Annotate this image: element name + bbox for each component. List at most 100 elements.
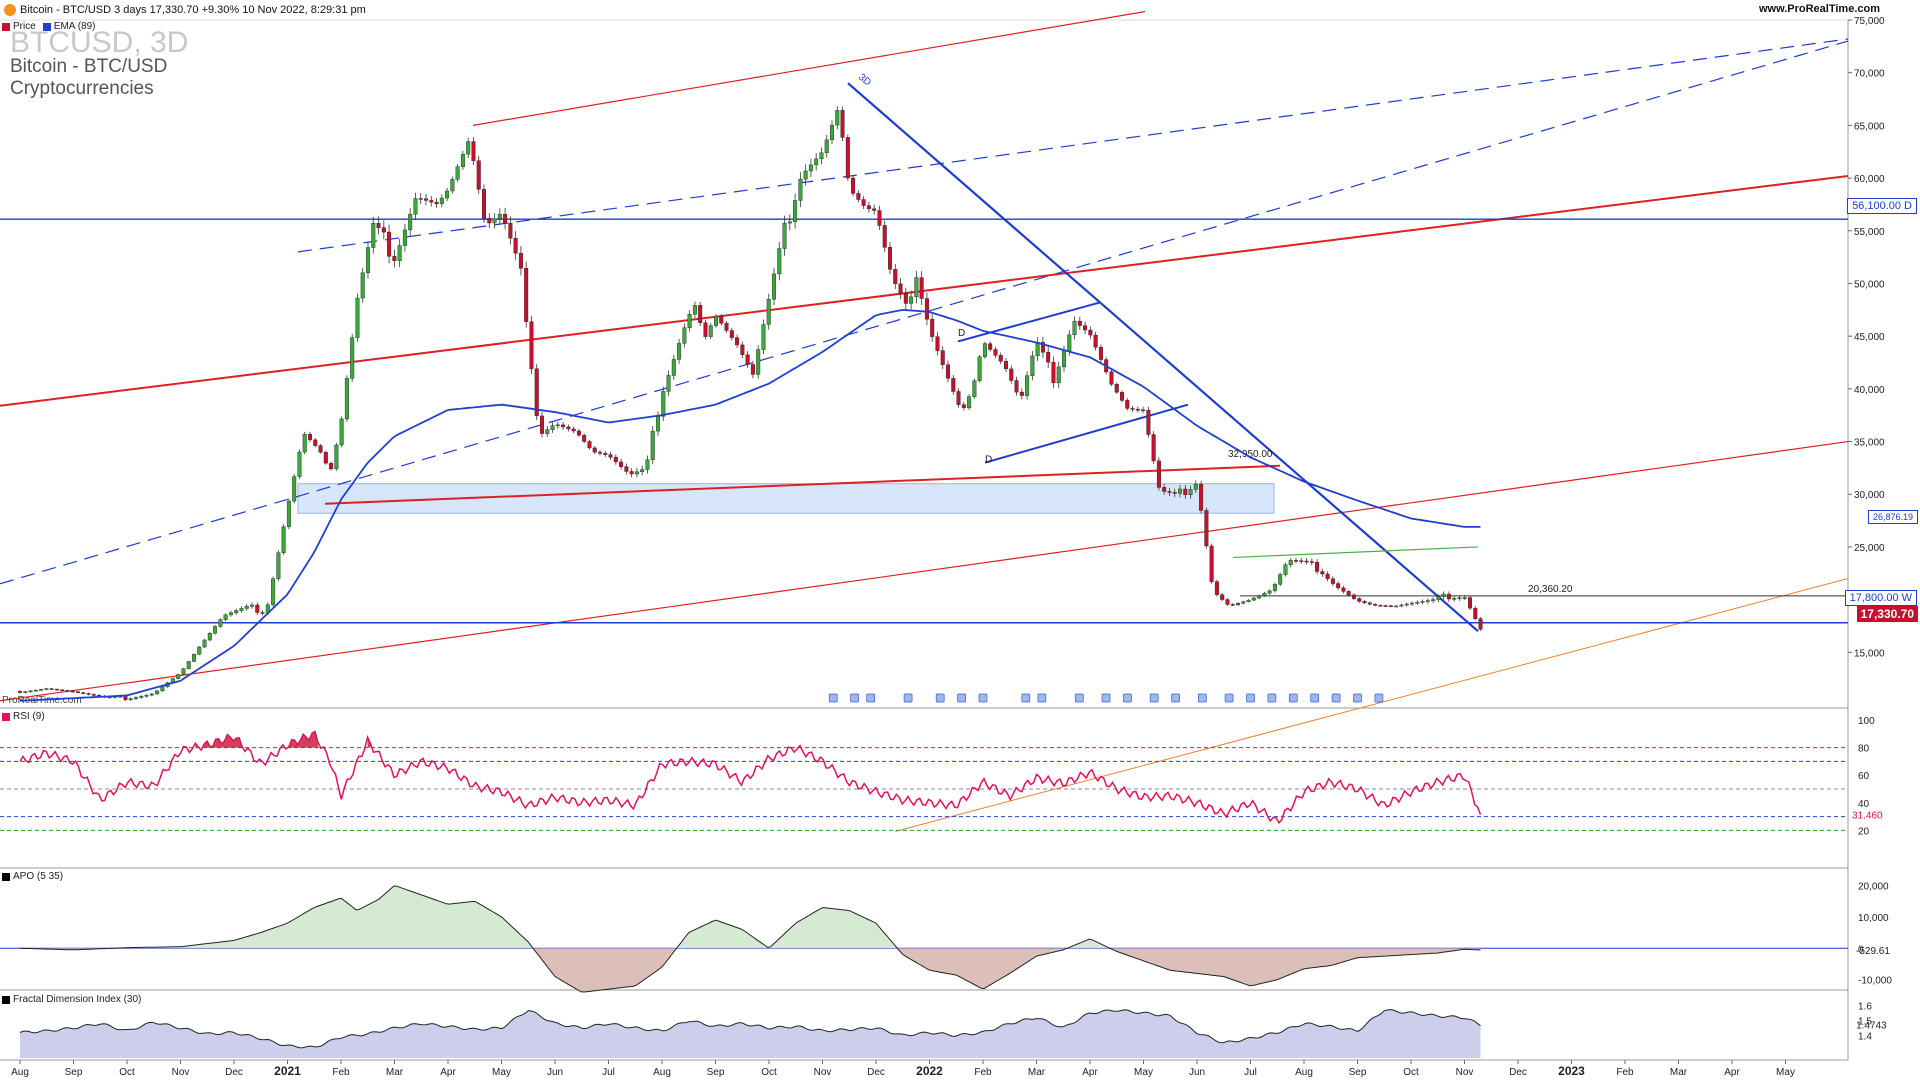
candle-body xyxy=(1040,342,1045,353)
x-tick-label: Jun xyxy=(1189,1067,1205,1078)
candle-body xyxy=(39,689,44,691)
candle-body xyxy=(355,297,360,338)
candle-body xyxy=(550,425,555,430)
fdi-tick-label: 1.5 xyxy=(1858,1017,1872,1028)
candle-body xyxy=(260,612,265,614)
price-swatch-icon xyxy=(2,22,10,31)
candle-body xyxy=(1309,561,1314,563)
rsi-tick-label: 20 xyxy=(1858,826,1870,837)
event-icon xyxy=(1149,693,1159,703)
candle-body xyxy=(750,364,755,375)
event-icon xyxy=(1374,693,1384,703)
candle-body xyxy=(460,153,465,167)
candle-body xyxy=(450,179,455,192)
label-20360: 20,360.20 xyxy=(1528,584,1573,595)
candle-body xyxy=(582,434,587,442)
candle-body xyxy=(1130,408,1135,410)
candle-body xyxy=(54,688,59,691)
candle-body xyxy=(592,447,597,453)
candle-body xyxy=(360,272,365,299)
rsi-title[interactable]: RSI (9) xyxy=(13,711,45,722)
label-d1: D xyxy=(958,328,965,339)
candle-body xyxy=(545,429,550,434)
candle-body xyxy=(1125,400,1130,409)
blue-dashed-channel-lower xyxy=(0,40,1849,585)
candle-body xyxy=(1135,408,1140,411)
green-range-line xyxy=(1232,546,1479,559)
candle-body xyxy=(339,418,344,446)
event-icon xyxy=(1353,693,1362,703)
legend-price-label[interactable]: Price xyxy=(13,21,36,32)
candle-body xyxy=(318,445,323,453)
candle-body xyxy=(629,471,634,475)
legend-ema-label[interactable]: EMA (89) xyxy=(53,21,96,32)
candle-body xyxy=(128,698,133,700)
x-tick-label: Feb xyxy=(1616,1067,1634,1078)
candle-body xyxy=(1209,545,1214,582)
candle-body xyxy=(181,668,186,675)
title-bar: Bitcoin - BTC/USD 3 days 17,330.70 +9.30… xyxy=(0,0,1920,20)
red-channel-lower xyxy=(0,440,1849,702)
candle-body xyxy=(1062,350,1067,368)
candle-body xyxy=(835,110,840,126)
event-icon xyxy=(1101,693,1111,703)
candle-body xyxy=(1304,560,1309,563)
candle-body xyxy=(666,375,671,392)
candle-body xyxy=(661,391,666,417)
candle-body xyxy=(719,316,724,324)
candle-body xyxy=(466,141,471,155)
candle-body xyxy=(766,298,771,325)
candle-body xyxy=(376,222,381,228)
candle-body xyxy=(1288,560,1293,565)
site-url[interactable]: www.ProRealTime.com xyxy=(1758,3,1880,15)
x-tick-label: Nov xyxy=(814,1067,832,1078)
candle-body xyxy=(1167,491,1172,493)
x-tick-label: Nov xyxy=(172,1067,190,1078)
y-tick-label: 45,000 xyxy=(1854,332,1885,343)
candle-body xyxy=(893,269,898,285)
candle-body xyxy=(1462,597,1467,599)
flag-lower-line xyxy=(984,403,1189,464)
candle-body xyxy=(714,316,719,326)
candle-body xyxy=(1051,362,1056,384)
candle-body xyxy=(149,693,154,696)
fdi-tick-label: 1.4 xyxy=(1858,1032,1872,1043)
apo-swatch-icon xyxy=(2,872,10,881)
candle-body xyxy=(1067,334,1072,352)
candle-body xyxy=(872,208,877,211)
x-tick-label: Nov xyxy=(1456,1067,1474,1078)
candle-body xyxy=(308,433,313,441)
candle-body xyxy=(1146,409,1151,435)
candle-body xyxy=(1262,593,1267,596)
candle-body xyxy=(487,217,492,224)
candle-body xyxy=(70,690,75,693)
candle-body xyxy=(534,368,539,417)
candle-body xyxy=(271,578,276,605)
candle-body xyxy=(1267,590,1272,594)
candle-body xyxy=(1088,329,1093,336)
apo-title[interactable]: APO (5 35) xyxy=(13,871,64,882)
candle-body xyxy=(434,201,439,205)
candle-body xyxy=(961,404,966,408)
candle-body xyxy=(1278,574,1283,585)
candle-body xyxy=(840,110,845,138)
candle-body xyxy=(645,459,650,470)
candle-body xyxy=(286,500,291,527)
candle-body xyxy=(866,205,871,209)
x-tick-label: Aug xyxy=(11,1067,29,1078)
candle-body xyxy=(1410,602,1415,605)
x-tick-label: Sep xyxy=(1349,1067,1367,1078)
price-legend: Price EMA (89) xyxy=(2,21,95,32)
candle-body xyxy=(1357,598,1362,602)
candle-body xyxy=(381,227,386,233)
candle-body xyxy=(1468,597,1473,609)
candle-body xyxy=(107,696,112,699)
candle-body xyxy=(972,380,977,397)
candle-body xyxy=(787,221,792,224)
fdi-title[interactable]: Fractal Dimension Index (30) xyxy=(13,994,142,1005)
x-tick-label: Oct xyxy=(1403,1067,1419,1078)
candle-body xyxy=(555,424,560,427)
candle-body xyxy=(561,424,566,428)
candle-body xyxy=(603,453,608,455)
